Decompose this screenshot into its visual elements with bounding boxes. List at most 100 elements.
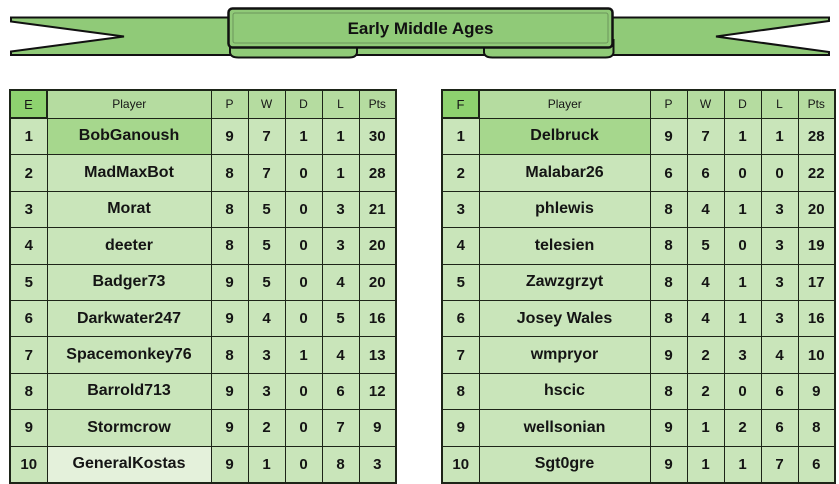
rank-cell: 3 <box>441 190 480 229</box>
p-stat-cell: 9 <box>649 117 688 156</box>
rank-cell: 10 <box>9 445 48 484</box>
table-row: 7 Spacemonkey76 8 3 1 4 13 <box>9 336 397 374</box>
l-stat-cell: 8 <box>321 445 360 484</box>
l-stat-cell: 3 <box>760 190 799 229</box>
w-stat-cell: 4 <box>686 190 725 229</box>
column-header-player: Player <box>478 89 651 119</box>
p-stat-cell: 9 <box>210 445 249 484</box>
rank-cell: 6 <box>9 299 48 338</box>
rank-cell: 2 <box>9 154 48 192</box>
rank-cell: 4 <box>9 227 48 265</box>
player-name-cell: telesien <box>478 227 651 265</box>
division-letter: E <box>9 89 48 119</box>
table-row: 9 wellsonian 9 1 2 6 8 <box>441 409 836 447</box>
column-header-played: P <box>649 89 688 119</box>
w-stat-cell: 5 <box>247 227 286 265</box>
p-stat-cell: 8 <box>210 336 249 374</box>
l-stat-cell: 3 <box>760 227 799 265</box>
l-stat-cell: 3 <box>760 299 799 338</box>
banner-ribbon: Early Middle Ages <box>10 7 830 59</box>
table-row: 5 Badger73 9 5 0 4 20 <box>9 263 397 301</box>
p-stat-cell: 9 <box>649 445 688 484</box>
p-stat-cell: 8 <box>210 227 249 265</box>
column-header-wins: W <box>686 89 725 119</box>
pts-stat-cell: 13 <box>358 336 397 374</box>
column-header-draws: D <box>723 89 762 119</box>
p-stat-cell: 8 <box>649 227 688 265</box>
l-stat-cell: 7 <box>760 445 799 484</box>
player-name-cell: deeter <box>46 227 212 265</box>
d-stat-cell: 0 <box>284 190 323 229</box>
player-name-cell: Morat <box>46 190 212 229</box>
p-stat-cell: 8 <box>210 190 249 229</box>
pts-stat-cell: 28 <box>797 117 836 156</box>
player-name-cell: BobGanoush <box>46 117 212 156</box>
pts-stat-cell: 21 <box>358 190 397 229</box>
d-stat-cell: 0 <box>723 372 762 411</box>
table-row: 8 Barrold713 9 3 0 6 12 <box>9 372 397 411</box>
pts-stat-cell: 20 <box>797 190 836 229</box>
column-header-player: Player <box>46 89 212 119</box>
p-stat-cell: 8 <box>649 190 688 229</box>
w-stat-cell: 7 <box>247 154 286 192</box>
l-stat-cell: 1 <box>321 117 360 156</box>
rank-cell: 8 <box>9 372 48 411</box>
w-stat-cell: 3 <box>247 336 286 374</box>
l-stat-cell: 6 <box>321 372 360 411</box>
player-name-cell: phlewis <box>478 190 651 229</box>
league-table-division-e: E Player P W D L Pts 1 BobGanoush 9 7 1 1 30 2 M… <box>9 89 397 484</box>
rank-cell: 2 <box>441 154 480 192</box>
d-stat-cell: 1 <box>723 190 762 229</box>
d-stat-cell: 0 <box>284 154 323 192</box>
player-name-cell: hscic <box>478 372 651 411</box>
w-stat-cell: 3 <box>247 372 286 411</box>
pts-stat-cell: 19 <box>797 227 836 265</box>
pts-stat-cell: 12 <box>358 372 397 411</box>
l-stat-cell: 5 <box>321 299 360 338</box>
table-row: 6 Darkwater247 9 4 0 5 16 <box>9 299 397 338</box>
player-name-cell: Spacemonkey76 <box>46 336 212 374</box>
w-stat-cell: 7 <box>686 117 725 156</box>
player-name-cell: Delbruck <box>478 117 651 156</box>
column-header-points: Pts <box>797 89 836 119</box>
pts-stat-cell: 16 <box>797 299 836 338</box>
table-row: 9 Stormcrow 9 2 0 7 9 <box>9 409 397 447</box>
table-row: 7 wmpryor 9 2 3 4 10 <box>441 336 836 374</box>
w-stat-cell: 5 <box>247 190 286 229</box>
d-stat-cell: 0 <box>284 372 323 411</box>
l-stat-cell: 4 <box>321 336 360 374</box>
player-name-cell: Badger73 <box>46 263 212 301</box>
p-stat-cell: 9 <box>210 372 249 411</box>
w-stat-cell: 1 <box>686 445 725 484</box>
header-row: E Player P W D L Pts <box>9 89 397 119</box>
l-stat-cell: 6 <box>760 372 799 411</box>
pts-stat-cell: 20 <box>358 227 397 265</box>
rank-cell: 7 <box>9 336 48 374</box>
d-stat-cell: 0 <box>723 227 762 265</box>
p-stat-cell: 9 <box>210 263 249 301</box>
w-stat-cell: 1 <box>686 409 725 447</box>
column-header-losses: L <box>321 89 360 119</box>
table-row: 3 Morat 8 5 0 3 21 <box>9 190 397 229</box>
p-stat-cell: 8 <box>210 154 249 192</box>
w-stat-cell: 4 <box>686 299 725 338</box>
player-name-cell: Josey Wales <box>478 299 651 338</box>
w-stat-cell: 5 <box>686 227 725 265</box>
table-row: 10 Sgt0gre 9 1 1 7 6 <box>441 445 836 484</box>
table-row: 2 MadMaxBot 8 7 0 1 28 <box>9 154 397 192</box>
pts-stat-cell: 6 <box>797 445 836 484</box>
w-stat-cell: 6 <box>686 154 725 192</box>
table-row: 3 phlewis 8 4 1 3 20 <box>441 190 836 229</box>
rank-cell: 1 <box>9 117 48 156</box>
w-stat-cell: 1 <box>247 445 286 484</box>
d-stat-cell: 1 <box>284 117 323 156</box>
pts-stat-cell: 16 <box>358 299 397 338</box>
table-row: 4 telesien 8 5 0 3 19 <box>441 227 836 265</box>
banner-title: Early Middle Ages <box>348 19 494 38</box>
rank-cell: 9 <box>9 409 48 447</box>
rank-cell: 5 <box>441 263 480 301</box>
d-stat-cell: 0 <box>284 263 323 301</box>
pts-stat-cell: 8 <box>797 409 836 447</box>
pts-stat-cell: 28 <box>358 154 397 192</box>
